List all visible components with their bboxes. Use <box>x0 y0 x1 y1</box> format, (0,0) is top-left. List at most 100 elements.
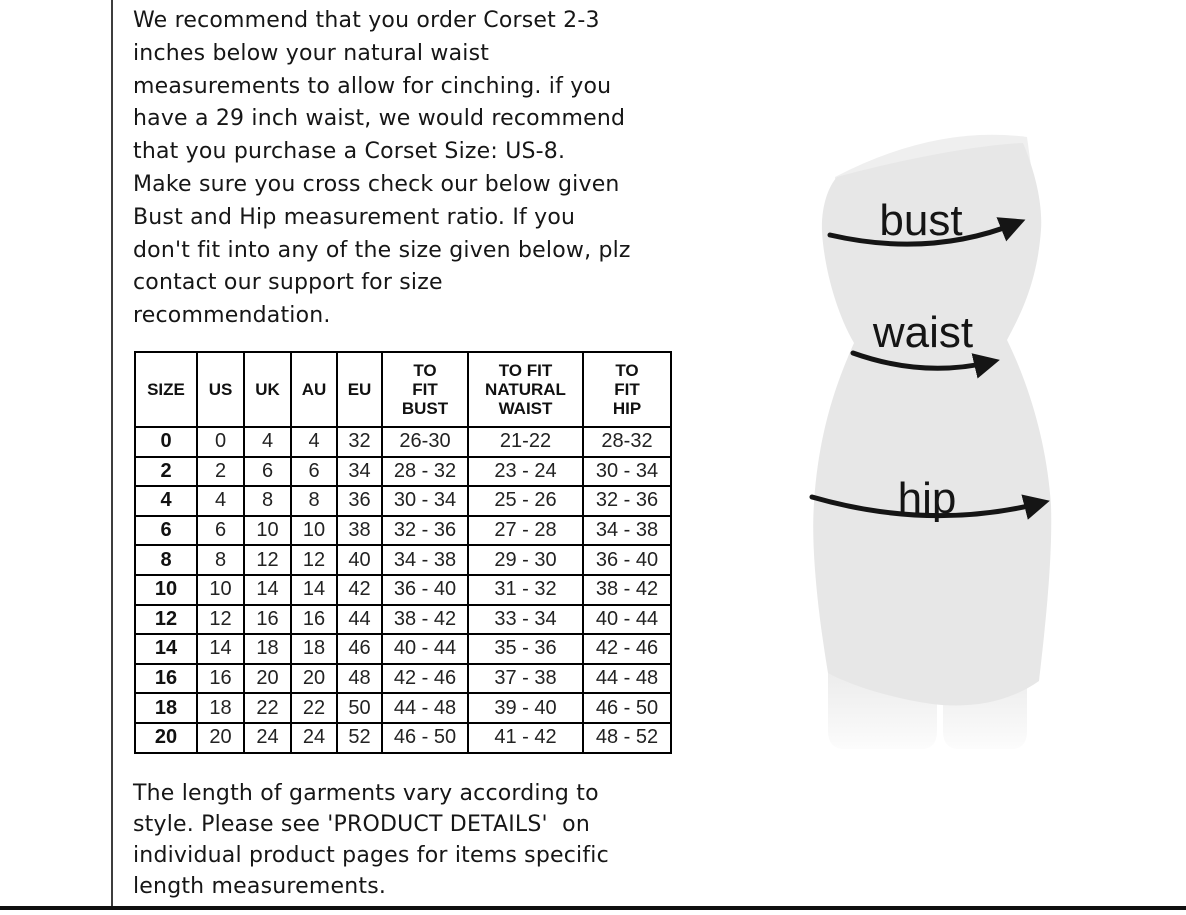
value-cell: 35 - 36 <box>467 633 584 665</box>
value-cell: 40 - 44 <box>582 603 672 636</box>
value-cell: 14 <box>243 573 292 606</box>
mannequin-figure: bust waist hip <box>809 134 1052 749</box>
waist-arrow <box>850 350 1000 379</box>
table-row: 2 2 6 6 34 28 - 32 23 - 24 30 - 34 <box>134 455 672 488</box>
dress-form-body <box>813 143 1052 706</box>
intro-line: contact our support for size <box>133 270 443 296</box>
footer-line: The length of garments vary according to <box>133 781 599 806</box>
value-cell: 48 - 52 <box>582 721 672 754</box>
column-header: UK <box>243 351 292 428</box>
footer-line: individual product pages for items speci… <box>133 843 609 868</box>
value-cell: 46 - 50 <box>381 721 469 754</box>
value-cell: 44 - 48 <box>582 662 672 695</box>
table-row: 4 4 8 8 36 30 - 34 25 - 26 32 - 36 <box>134 485 672 517</box>
column-header: TO FIT BUST <box>381 351 469 428</box>
table-row: 8 8 12 12 40 34 - 38 29 - 30 36 - 40 <box>134 544 672 576</box>
value-cell: 24 <box>290 721 338 754</box>
value-cell: 18 <box>243 633 292 665</box>
value-cell: 44 - 48 <box>381 692 469 724</box>
value-cell: 37 - 38 <box>467 662 584 695</box>
value-cell: 52 <box>336 721 383 754</box>
column-header: TO FIT NATURAL WAIST <box>467 351 584 428</box>
value-cell: 18 <box>196 692 245 724</box>
value-cell: 4 <box>196 485 245 517</box>
bust-label: bust <box>879 196 962 245</box>
intro-line: recommendation. <box>133 303 331 329</box>
value-cell: 16 <box>243 603 292 636</box>
intro-line: We recommend that you order Corset 2-3 <box>133 8 600 33</box>
column-header: EU <box>336 351 383 428</box>
intro-line: that you purchase a Corset Size: US-8. <box>133 139 566 165</box>
table-row: 20 20 24 24 52 46 - 50 41 - 42 48 - 52 <box>134 721 672 754</box>
table-header-row: SIZE US UK AU EU TO FIT BUST TO FIT NATURAL WA… <box>134 351 672 428</box>
value-cell: 21-22 <box>467 426 584 458</box>
table-row: 14 14 18 18 46 40 - 44 35 - 36 42 - 46 <box>134 633 672 665</box>
size-cell: 20 <box>134 721 198 754</box>
value-cell: 38 - 42 <box>582 573 672 606</box>
value-cell: 38 - 42 <box>381 603 469 636</box>
table-row: 0 0 4 4 32 26-30 21-22 28-32 <box>134 426 672 458</box>
value-cell: 22 <box>243 692 292 724</box>
waist-label: waist <box>872 308 973 357</box>
footer-paragraph: The length of garments vary according to… <box>133 778 609 902</box>
value-cell: 32 <box>336 426 383 458</box>
size-cell: 12 <box>134 603 198 636</box>
value-cell: 33 - 34 <box>467 603 584 636</box>
intro-line: have a 29 inch waist, we would recommend <box>133 106 626 132</box>
value-cell: 30 - 34 <box>381 485 469 517</box>
column-header: SIZE <box>134 351 198 428</box>
value-cell: 14 <box>196 633 245 665</box>
value-cell: 28 - 32 <box>381 455 469 488</box>
intro-line: Bust and Hip measurement ratio. If you <box>133 204 576 230</box>
value-cell: 41 - 42 <box>467 721 584 754</box>
left-border-line <box>111 0 113 906</box>
column-header: US <box>196 351 245 428</box>
value-cell: 46 <box>336 633 383 665</box>
value-cell: 36 <box>336 485 383 517</box>
table-row: 10 10 14 14 42 36 - 40 31 - 32 38 - 42 <box>134 573 672 606</box>
intro-paragraph: We recommend that you order Corset 2-3 in… <box>133 5 631 333</box>
hip-arrow <box>809 494 1050 520</box>
value-cell: 46 - 50 <box>582 692 672 724</box>
value-cell: 32 - 36 <box>582 485 672 517</box>
value-cell: 12 <box>196 603 245 636</box>
table-row: 6 6 10 10 38 32 - 36 27 - 28 34 - 38 <box>134 514 672 547</box>
value-cell: 29 - 30 <box>467 544 584 576</box>
value-cell: 44 <box>336 603 383 636</box>
value-cell: 2 <box>196 455 245 488</box>
hip-label: hip <box>898 474 957 523</box>
value-cell: 32 - 36 <box>381 514 469 547</box>
value-cell: 36 - 40 <box>381 573 469 606</box>
value-cell: 6 <box>196 514 245 547</box>
table-row: 18 18 22 22 50 44 - 48 39 - 40 46 - 50 <box>134 692 672 724</box>
value-cell: 10 <box>196 573 245 606</box>
value-cell: 12 <box>290 544 338 576</box>
value-cell: 4 <box>243 426 292 458</box>
size-cell: 18 <box>134 692 198 724</box>
value-cell: 39 - 40 <box>467 692 584 724</box>
value-cell: 12 <box>243 544 292 576</box>
column-header: AU <box>290 351 338 428</box>
value-cell: 8 <box>290 485 338 517</box>
size-cell: 4 <box>134 485 198 517</box>
bottom-border-line <box>0 906 1186 910</box>
value-cell: 20 <box>243 662 292 695</box>
value-cell: 6 <box>290 455 338 488</box>
value-cell: 34 - 38 <box>582 514 672 547</box>
size-cell: 14 <box>134 633 198 665</box>
value-cell: 40 <box>336 544 383 576</box>
size-cell: 6 <box>134 514 198 547</box>
intro-line: measurements to allow for cinching. if y… <box>133 73 612 99</box>
table-row: 12 12 16 16 44 38 - 42 33 - 34 40 - 44 <box>134 603 672 636</box>
value-cell: 26-30 <box>381 426 469 458</box>
value-cell: 31 - 32 <box>467 573 584 606</box>
value-cell: 14 <box>290 573 338 606</box>
size-cell: 8 <box>134 544 198 576</box>
value-cell: 6 <box>243 455 292 488</box>
value-cell: 24 <box>243 721 292 754</box>
value-cell: 36 - 40 <box>582 544 672 576</box>
bust-arrow <box>827 217 1026 247</box>
size-chart-table: SIZE US UK AU EU TO FIT BUST TO FIT NATURAL WA… <box>134 351 672 754</box>
value-cell: 42 - 46 <box>582 633 672 665</box>
